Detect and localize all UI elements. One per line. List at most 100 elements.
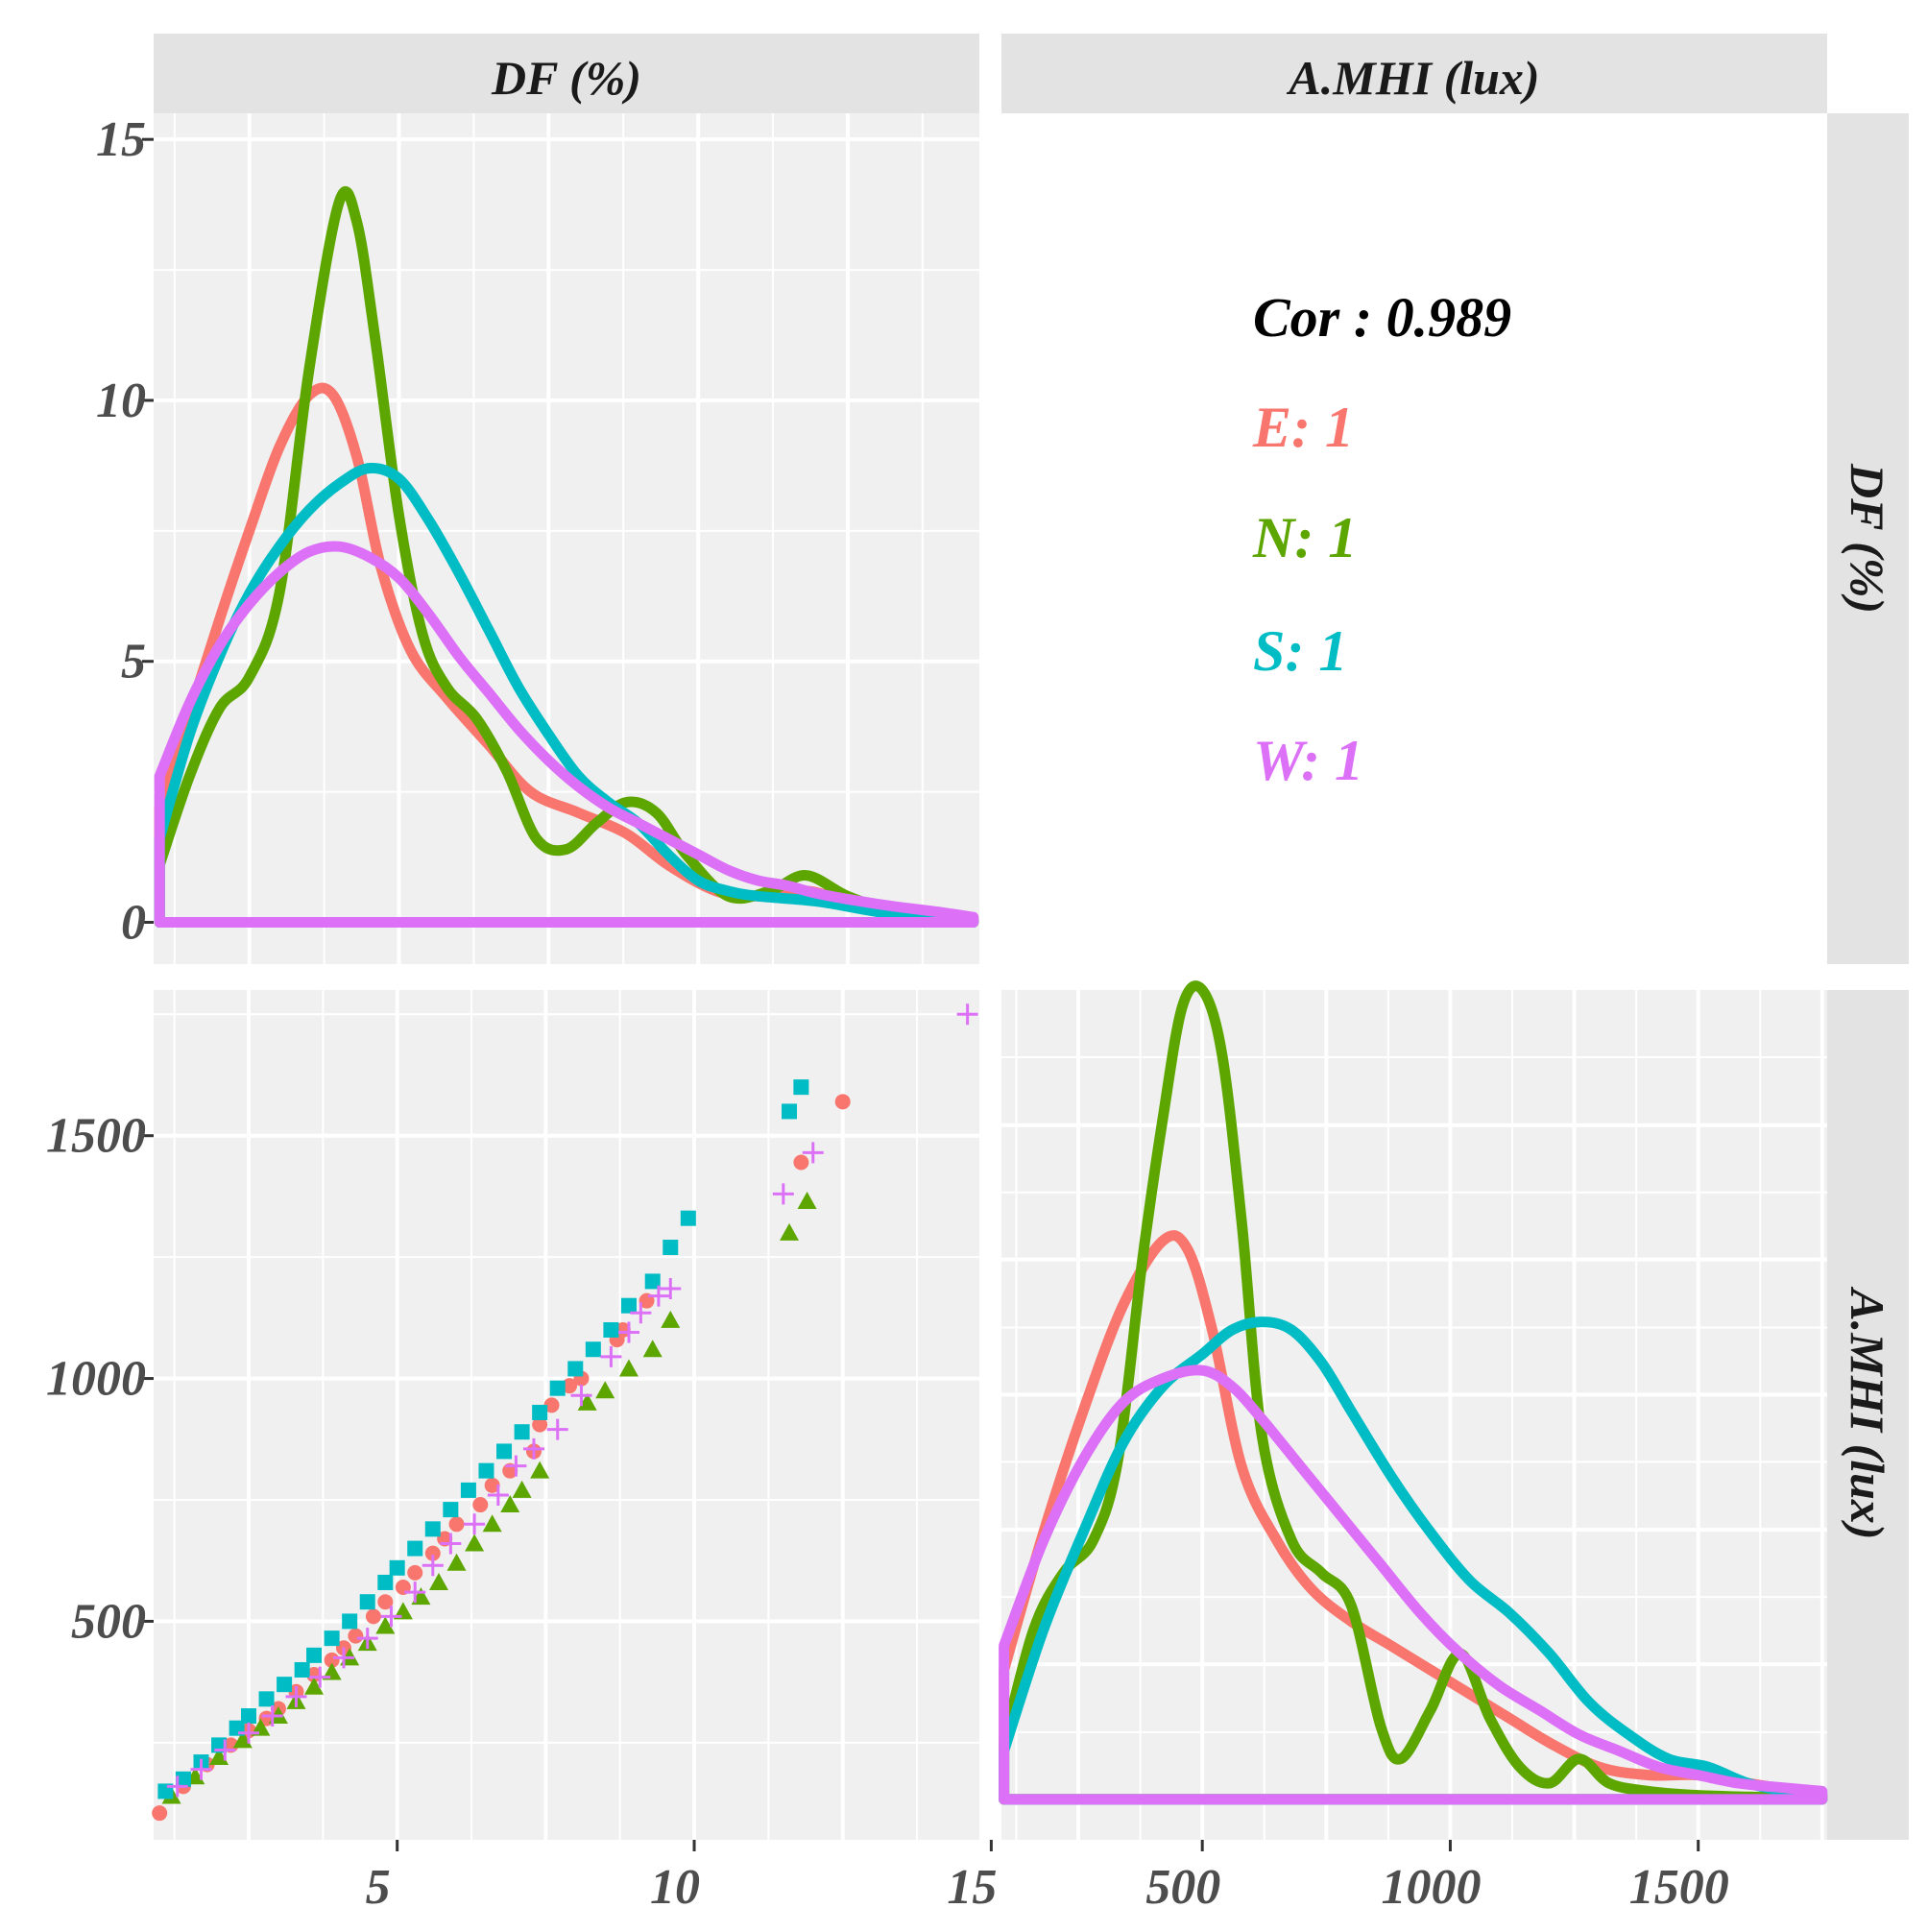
df-density-line-w	[154, 541, 979, 928]
scatter-point-e-25	[562, 1378, 578, 1394]
axis-ticks: 0 5 10 15 500 1000 1500 5 10 15 500 1000 1500	[46, 112, 1729, 1915]
scatter-point-w-17	[546, 1418, 568, 1440]
cor-entry-s: S: 1	[1253, 619, 1347, 683]
mhi-density-x-tick-label-1: 1000	[1381, 1860, 1481, 1915]
scatter-point-s-10	[324, 1630, 340, 1647]
grid-scatter	[154, 990, 979, 1840]
mhi-density-x-tick-label-2: 1500	[1629, 1860, 1729, 1915]
scatter-point-e-18	[448, 1516, 465, 1533]
scatter-point-s-27	[620, 1297, 637, 1314]
scatter-point-s-21	[514, 1424, 530, 1440]
scatter-point-e-20	[484, 1477, 500, 1493]
scatter-y-tick-label-1: 1000	[46, 1352, 146, 1407]
df-density-y-tick-label-0: 0	[121, 896, 146, 951]
scatter-point-w-25	[802, 1142, 824, 1164]
df-density-line-s	[154, 462, 979, 928]
scatter-point-s-19	[478, 1462, 494, 1479]
scatter-point-n-19	[512, 1480, 532, 1498]
scatter-point-s-25	[585, 1341, 601, 1358]
scatter-point-s-6	[258, 1691, 275, 1707]
scatter-point-s-15	[407, 1540, 423, 1557]
strip-right-df-label: DF (%)	[1841, 463, 1894, 614]
scatter-x-tick-label-2: 15	[947, 1860, 997, 1915]
cor-entry-w: W: 1	[1253, 729, 1363, 792]
scatter-point-n-23	[618, 1359, 639, 1377]
scatter-point-n-25	[661, 1310, 681, 1328]
scatter-y-tick-label-0: 500	[71, 1594, 146, 1649]
scatter-point-w-7	[332, 1647, 354, 1669]
scatter-point-e-23	[532, 1416, 548, 1433]
strip-right-mhi-label: A.MHI (lux)	[1841, 1286, 1894, 1539]
scatter-point-n-18	[500, 1495, 520, 1513]
scatter-point-w-11	[422, 1555, 444, 1577]
strip-top-df-label: DF (%)	[491, 51, 641, 105]
df-density-y-tick-label-2: 10	[96, 374, 146, 428]
df-density-lines	[154, 186, 979, 928]
scatter-point-n-20	[530, 1461, 550, 1479]
scatter-point-w-20	[617, 1321, 639, 1343]
scatter-point-s-23	[549, 1380, 566, 1396]
scatter-point-w-0	[166, 1775, 188, 1798]
panel-df-density-bg	[154, 113, 979, 964]
strip-right-df	[1827, 113, 1909, 964]
scatter-point-e-13	[377, 1594, 394, 1610]
scatter-point-n-24	[642, 1340, 663, 1358]
scatter-point-n-12	[393, 1602, 413, 1620]
scatter-point-w-12	[440, 1533, 462, 1555]
scatter-point-s-7	[277, 1677, 293, 1693]
scatter-point-s-29	[663, 1240, 679, 1256]
scatter-point-n-8	[322, 1662, 342, 1680]
scatter-point-n-15	[446, 1553, 467, 1571]
scatter-point-w-15	[505, 1455, 527, 1477]
scatter-point-s-18	[460, 1482, 476, 1498]
scatter-point-s-14	[389, 1559, 405, 1576]
scatter-point-n-2	[209, 1748, 229, 1766]
scatter-point-n-27	[797, 1191, 817, 1209]
scatter-point-n-22	[595, 1381, 615, 1399]
strip-right-mhi	[1827, 990, 1909, 1840]
scatter-point-s-16	[424, 1521, 441, 1537]
scatter-point-e-31	[834, 1094, 851, 1110]
scatter-point-s-22	[532, 1404, 548, 1420]
scatter-point-e-19	[472, 1497, 489, 1513]
scatter-point-w-19	[600, 1345, 622, 1367]
scatter-point-s-9	[306, 1647, 323, 1663]
scatter-point-e-15	[407, 1564, 423, 1581]
scatter-point-w-13	[464, 1513, 486, 1535]
scatter-point-w-3	[237, 1722, 259, 1744]
scatter-point-e-30	[793, 1154, 809, 1171]
mhi-density-lines	[999, 980, 1828, 1805]
scatter-point-s-5	[240, 1708, 256, 1725]
scatter-point-n-21	[577, 1392, 597, 1411]
scatter-point-n-4	[251, 1718, 271, 1736]
scatter-point-w-9	[380, 1606, 402, 1628]
scatter-point-s-20	[496, 1443, 513, 1460]
scatter-point-e-11	[348, 1628, 364, 1644]
scatter-point-w-8	[356, 1628, 378, 1650]
strip-top-df	[154, 34, 979, 113]
scatter-point-w-4	[261, 1705, 283, 1727]
scatter-point-s-28	[644, 1273, 661, 1290]
scatter-point-w-5	[285, 1685, 307, 1707]
scatter-point-w-1	[190, 1758, 212, 1780]
strip-top-mhi	[1001, 34, 1827, 113]
mhi-density-line-e	[999, 1230, 1828, 1805]
scatter-point-s-30	[680, 1210, 696, 1226]
scatter-point-e-16	[424, 1545, 441, 1561]
scatter-point-s-24	[567, 1361, 584, 1377]
scatter-point-w-2	[214, 1739, 236, 1761]
scatter-y-tick-label-2: 1500	[46, 1109, 146, 1164]
scatter-point-n-14	[428, 1572, 448, 1590]
panel-cor-bg	[1001, 113, 1827, 964]
cor-entry-e: E: 1	[1252, 396, 1354, 459]
scatter-point-n-3	[232, 1730, 253, 1749]
df-density-y-tick-label-3: 15	[96, 112, 146, 167]
scatter-point-e-0	[152, 1805, 168, 1822]
scatter-x-tick-label-0: 5	[366, 1860, 391, 1915]
scatter-point-w-10	[404, 1582, 426, 1604]
scatter-point-w-24	[772, 1183, 794, 1205]
cor-entry-n: N: 1	[1252, 506, 1357, 569]
scatter-point-s-1	[175, 1771, 191, 1787]
scatter-point-n-17	[482, 1514, 502, 1533]
